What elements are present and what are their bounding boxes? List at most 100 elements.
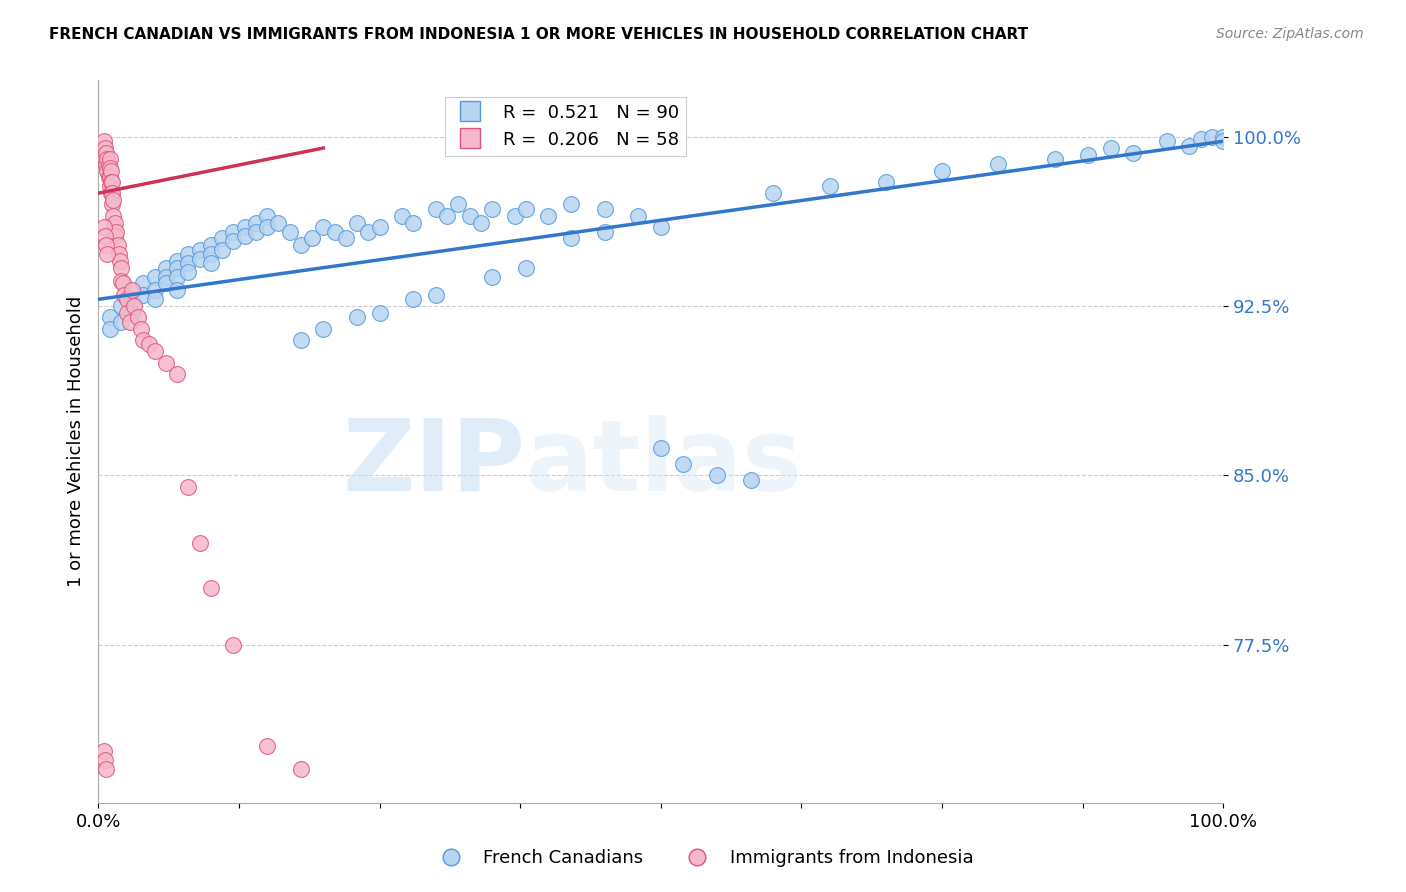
Y-axis label: 1 or more Vehicles in Household: 1 or more Vehicles in Household — [66, 296, 84, 587]
Point — [96, 238, 118, 252]
Point — [101, 193, 124, 207]
Point — [166, 260, 188, 275]
Point — [402, 215, 425, 229]
Point — [93, 148, 115, 162]
Point — [177, 265, 200, 279]
Point — [188, 536, 211, 550]
Point — [1077, 148, 1099, 162]
Point — [166, 367, 188, 381]
Text: ZIP: ZIP — [343, 415, 526, 512]
Point — [118, 315, 141, 329]
Point — [155, 277, 177, 291]
Point — [97, 157, 120, 171]
Point — [987, 157, 1010, 171]
Point — [672, 457, 695, 471]
Point — [256, 739, 278, 754]
Point — [1189, 132, 1212, 146]
Point — [368, 306, 391, 320]
Point — [177, 256, 200, 270]
Point — [301, 231, 323, 245]
Point — [112, 287, 135, 301]
Point — [1212, 134, 1234, 148]
Point — [458, 209, 481, 223]
Point — [335, 231, 357, 245]
Point — [143, 269, 166, 284]
Point — [132, 277, 155, 291]
Point — [200, 247, 222, 261]
Point — [560, 231, 582, 245]
Point — [1156, 134, 1178, 148]
Point — [121, 306, 143, 320]
Text: Source: ZipAtlas.com: Source: ZipAtlas.com — [1216, 27, 1364, 41]
Point — [166, 253, 188, 268]
Point — [481, 269, 503, 284]
Point — [105, 225, 128, 239]
Point — [143, 293, 166, 307]
Point — [101, 175, 124, 189]
Point — [188, 243, 211, 257]
Point — [127, 310, 149, 325]
Point — [143, 283, 166, 297]
Legend: French Canadians, Immigrants from Indonesia: French Canadians, Immigrants from Indone… — [425, 842, 981, 874]
Point — [200, 582, 222, 596]
Point — [155, 260, 177, 275]
Point — [211, 243, 233, 257]
Point — [1099, 141, 1122, 155]
Point — [312, 220, 335, 235]
Point — [96, 163, 118, 178]
Point — [100, 175, 122, 189]
Point — [110, 299, 132, 313]
Point — [875, 175, 897, 189]
Point — [94, 753, 117, 767]
Point — [312, 321, 335, 335]
Point — [447, 197, 470, 211]
Point — [98, 310, 121, 325]
Point — [1122, 145, 1144, 160]
Point — [121, 293, 143, 307]
Point — [98, 161, 121, 176]
Point — [1178, 138, 1201, 153]
Point — [96, 145, 118, 160]
Point — [200, 256, 222, 270]
Point — [323, 225, 346, 239]
Point — [107, 238, 129, 252]
Point — [368, 220, 391, 235]
Point — [129, 321, 152, 335]
Point — [98, 170, 121, 185]
Point — [110, 274, 132, 288]
Point — [402, 293, 425, 307]
Point — [762, 186, 785, 201]
Point — [94, 229, 117, 244]
Point — [290, 762, 312, 776]
Point — [278, 225, 301, 239]
Point — [98, 153, 121, 167]
Point — [124, 299, 146, 313]
Point — [97, 170, 120, 185]
Point — [96, 247, 118, 261]
Point — [107, 247, 129, 261]
Point — [132, 287, 155, 301]
Point — [112, 277, 135, 291]
Point — [346, 310, 368, 325]
Point — [290, 333, 312, 347]
Point — [115, 293, 138, 307]
Legend: R =  0.521   N = 90, R =  0.206   N = 58: R = 0.521 N = 90, R = 0.206 N = 58 — [444, 96, 686, 156]
Point — [94, 141, 117, 155]
Point — [96, 153, 118, 167]
Point — [93, 744, 115, 758]
Point — [211, 231, 233, 245]
Point — [98, 321, 121, 335]
Point — [100, 186, 122, 201]
Point — [100, 163, 122, 178]
Point — [138, 337, 160, 351]
Point — [155, 269, 177, 284]
Point — [706, 468, 728, 483]
Point — [470, 215, 492, 229]
Text: atlas: atlas — [526, 415, 803, 512]
Point — [200, 238, 222, 252]
Point — [425, 202, 447, 216]
Point — [121, 283, 143, 297]
Point — [245, 215, 267, 229]
Point — [931, 163, 953, 178]
Point — [155, 355, 177, 369]
